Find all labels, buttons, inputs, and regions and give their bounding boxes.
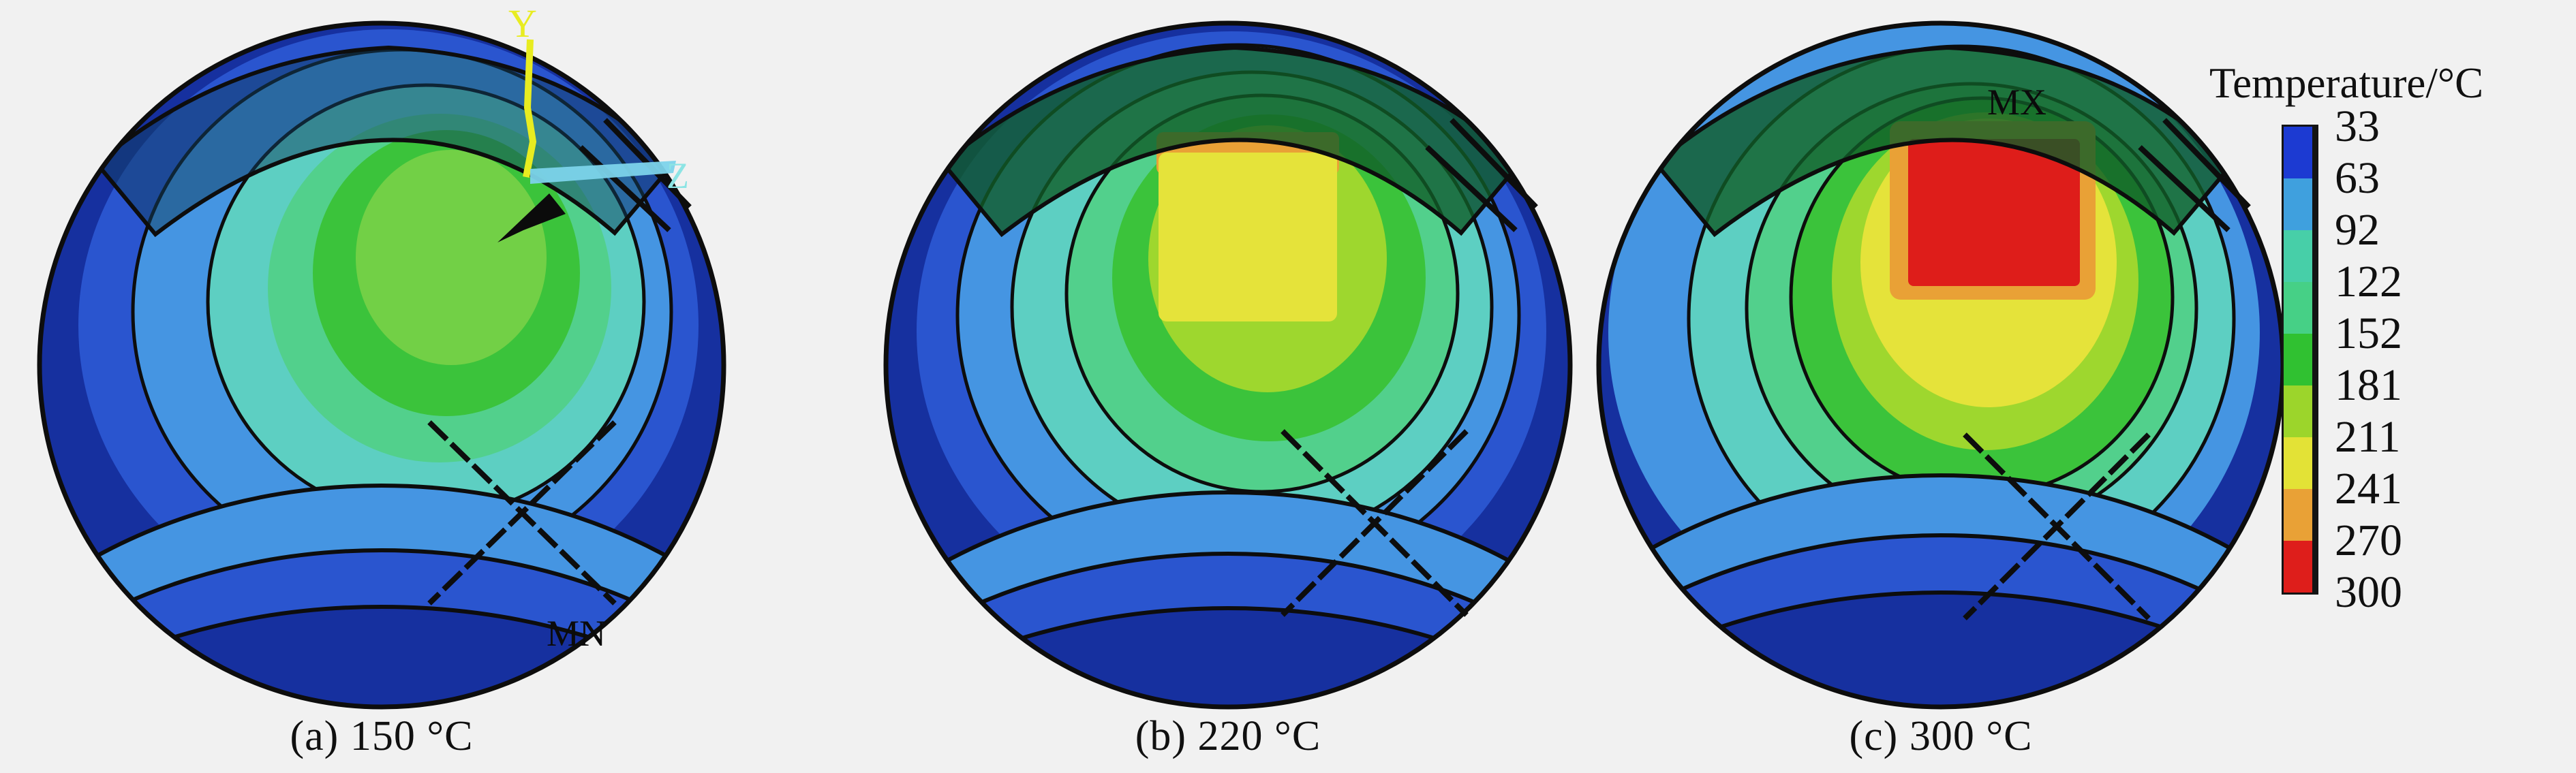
panel-caption: (b) 220 °C <box>1135 713 1321 759</box>
origin-arrow <box>497 193 566 242</box>
sphere-c-contour-cross-line <box>1963 432 2151 620</box>
contour-sphere-300c: MX <box>1580 5 2302 714</box>
contour-sphere-220c <box>867 5 1589 714</box>
legend-tick-label: 122 <box>2335 257 2402 306</box>
colorbar-segment-6 <box>2284 437 2312 489</box>
colorbar-segment-3 <box>2284 282 2312 334</box>
colorbar <box>2282 125 2318 595</box>
axis-y-label: Y <box>508 5 537 46</box>
panel-caption: (a) 150 °C <box>290 713 474 759</box>
colorbar-segment-5 <box>2284 385 2312 437</box>
contour-sphere-150c: Y Z MN <box>20 5 743 714</box>
legend-tick-label: 181 <box>2335 360 2402 410</box>
sphere-b-cut-edge-line <box>1425 145 1518 232</box>
max-node-label: MX <box>1987 82 2046 123</box>
legend-tick-labels: 33 63 92 122 152 181 211 241 270 300 <box>2335 101 2560 617</box>
sphere-a-outline <box>37 20 726 710</box>
legend-tick-label: 300 <box>2335 567 2402 617</box>
sphere-a-band-coreGreenA <box>356 150 547 365</box>
sphere-b-core-yellow <box>1159 153 1337 321</box>
legend-tick-label: 63 <box>2335 153 2380 203</box>
legend-tick-label: 152 <box>2335 309 2402 358</box>
colorbar-segment-2 <box>2284 230 2312 282</box>
sphere-c-cut-edge-line <box>2138 145 2230 232</box>
sphere-c-top-face <box>1653 45 2236 238</box>
panel-300c: MX (c) 300 °C <box>1580 5 2302 772</box>
colorbar-segment-1 <box>2284 178 2312 230</box>
sphere-b-cut-edge-line <box>1450 118 1538 209</box>
panel-150c: Y Z MN (a) 150 °C <box>20 5 743 772</box>
panel-220c: (b) 220 °C <box>867 5 1589 772</box>
colorbar-segment-4 <box>2284 334 2312 385</box>
axis-z-label: Z <box>666 155 689 196</box>
sphere-a-cut-edge-line <box>579 145 671 232</box>
legend-body: 33 63 92 122 152 181 211 241 270 300 <box>2207 101 2576 642</box>
colorbar-segment-0 <box>2284 127 2312 178</box>
colorbar-segment-8 <box>2284 541 2312 593</box>
sphere-a-contour-cross-line <box>427 420 617 605</box>
temperature-legend: Temperature/°C 33 63 92 122 152 181 211 241 270 3… <box>2207 59 2576 740</box>
sphere-c-cut-edge-line <box>2162 118 2251 209</box>
panel-caption: (c) 300 °C <box>1849 713 2033 759</box>
sphere-c-core-red <box>1908 139 2080 286</box>
legend-tick-label: 270 <box>2335 516 2402 565</box>
legend-tick-label: 92 <box>2335 205 2380 255</box>
colorbar-segment-7 <box>2284 489 2312 541</box>
legend-tick-label: 241 <box>2335 464 2402 514</box>
min-node-label: MN <box>547 613 606 654</box>
legend-tick-label: 211 <box>2335 412 2401 462</box>
legend-tick-label: 33 <box>2335 101 2380 151</box>
sphere-b-outline <box>883 20 1573 710</box>
sphere-b-top-face <box>940 45 1523 238</box>
axis-y-line <box>523 39 537 178</box>
legend-title: Temperature/°C <box>2209 59 2484 107</box>
axis-z-arrow <box>530 161 676 184</box>
sphere-b-contour-cross-line <box>1281 429 1469 617</box>
